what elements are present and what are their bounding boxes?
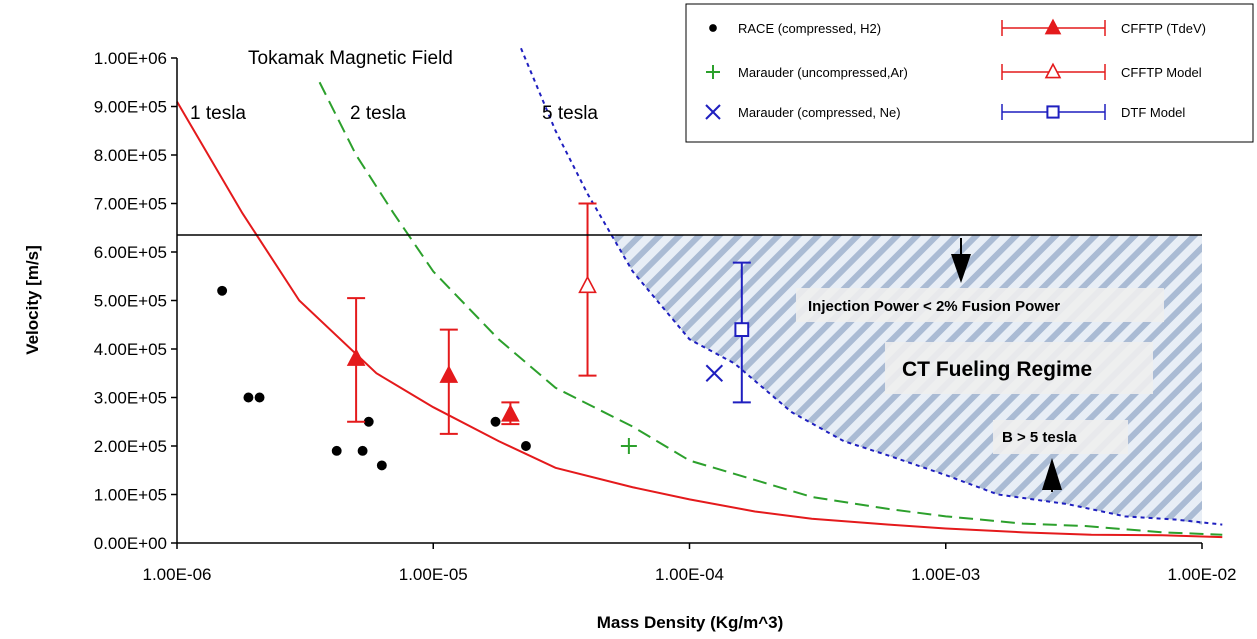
- data-point: [217, 285, 228, 296]
- data-point: [363, 416, 374, 427]
- data-points: [217, 202, 751, 471]
- down-arrow: [951, 238, 971, 283]
- data-point: [578, 275, 597, 294]
- legend: RACE (compressed, H2) Marauder (uncompres…: [685, 3, 1254, 143]
- legend-label: CFFTP Model: [1121, 65, 1202, 80]
- curve-2-tesla: [318, 81, 1223, 536]
- x-tick-label: 1.00E-06: [143, 565, 212, 584]
- injection-power-label: Injection Power < 2% Fusion Power: [808, 298, 1060, 315]
- field-curves: [176, 47, 1223, 539]
- legend-marker: [1046, 105, 1060, 119]
- y-tick-label: 7.00E+05: [94, 195, 167, 214]
- data-point: [490, 416, 501, 427]
- y-tick-label: 5.00E+05: [94, 292, 167, 311]
- legend-marker: [1044, 18, 1062, 35]
- y-tick-label: 1.00E+06: [94, 49, 167, 68]
- y-axis-title: Velocity [m/s]: [23, 245, 42, 355]
- y-tick-label: 4.00E+05: [94, 340, 167, 359]
- y-tick-label: 8.00E+05: [94, 146, 167, 165]
- data-point: [520, 441, 531, 451]
- x-tick-label: 1.00E-03: [911, 565, 980, 584]
- data-point: [243, 392, 254, 403]
- data-point: [357, 445, 368, 456]
- legend-label: RACE (compressed, H2): [738, 21, 881, 36]
- y-tick-label: 1.00E+05: [94, 486, 167, 505]
- data-point: [439, 365, 459, 383]
- data-point: [346, 348, 366, 366]
- y-axis-ticks: 0.00E+00 1.00E+05 2.00E+05 3.00E+05 4.00E+05…: [94, 49, 177, 553]
- y-tick-label: 0.00E+00: [94, 534, 167, 553]
- legend-marker: [705, 104, 721, 120]
- x-axis-title: Mass Density (Kg/m^3): [597, 613, 784, 632]
- up-arrow: [1042, 458, 1062, 492]
- x-tick-label: 1.00E-05: [399, 565, 468, 584]
- data-point: [331, 445, 342, 456]
- curve-label-2-tesla: 2 tesla: [350, 103, 406, 124]
- data-point: [376, 460, 387, 471]
- x-tick-label: 1.00E-02: [1168, 565, 1237, 584]
- data-point: [254, 392, 265, 403]
- data-point: [705, 364, 724, 382]
- b-label: B > 5 tesla: [1002, 429, 1077, 446]
- data-point: [734, 322, 750, 338]
- legend-label: DTF Model: [1121, 105, 1185, 120]
- y-tick-label: 3.00E+05: [94, 389, 167, 408]
- y-tick-label: 6.00E+05: [94, 243, 167, 262]
- legend-marker: [1044, 62, 1062, 79]
- b-label-box: [993, 420, 1128, 454]
- group-label: Tokamak Magnetic Field: [248, 48, 453, 69]
- x-tick-label: 1.00E-04: [655, 565, 724, 584]
- data-point: [501, 403, 520, 422]
- injection-power-label-box: [796, 288, 1164, 322]
- region-label-box: [885, 342, 1153, 394]
- y-tick-label: 9.00E+05: [94, 98, 167, 117]
- legend-box: [685, 3, 1254, 143]
- curve-label-5-tesla: 5 tesla: [542, 103, 598, 124]
- region-label: CT Fueling Regime: [902, 358, 1092, 381]
- curve-1-tesla: [176, 101, 1223, 539]
- legend-label: CFFTP (TdeV): [1121, 21, 1206, 36]
- curve-label-1-tesla: 1 tesla: [190, 103, 246, 124]
- x-axis-ticks: 1.00E-06 1.00E-05 1.00E-04 1.00E-03 1.00E-02: [143, 543, 1237, 584]
- legend-label: Marauder (uncompressed,Ar): [738, 65, 908, 80]
- legend-marker: [709, 24, 717, 32]
- legend-label: Marauder (compressed, Ne): [738, 105, 901, 120]
- y-tick-label: 2.00E+05: [94, 437, 167, 456]
